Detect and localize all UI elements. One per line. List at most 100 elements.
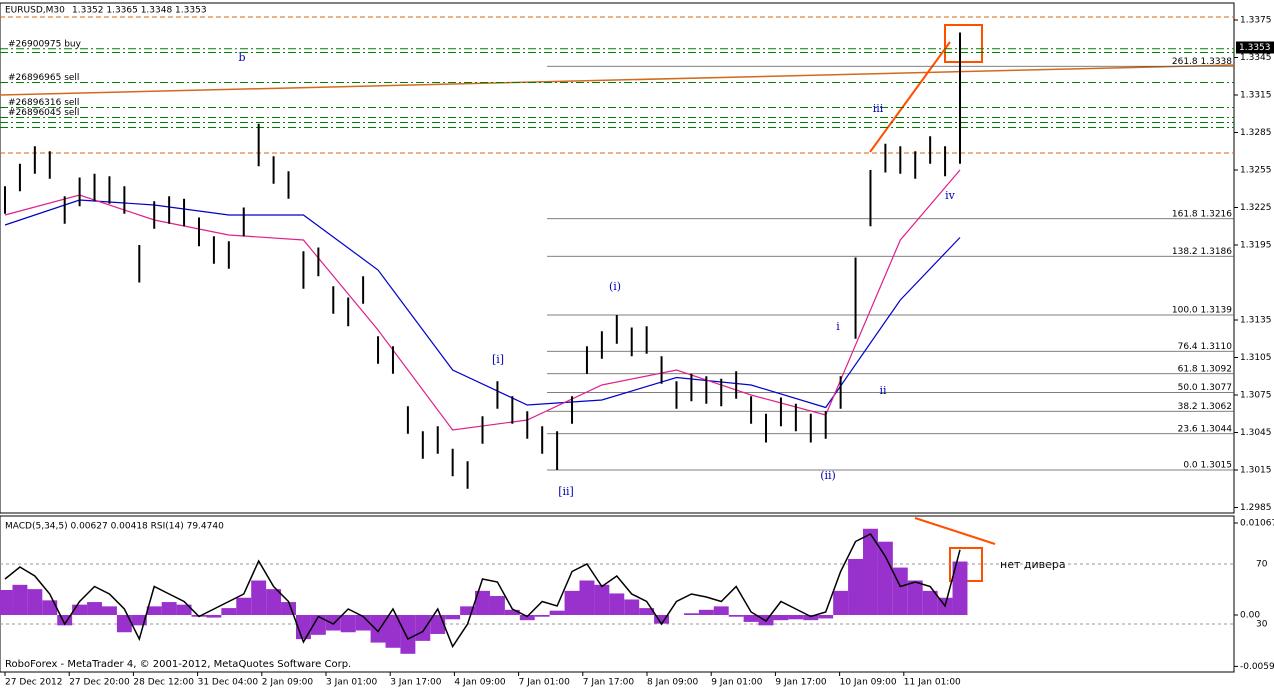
price-tag: 1.3353 <box>1239 43 1271 53</box>
macd-bar <box>504 609 520 615</box>
macd-bar <box>251 580 267 615</box>
macd-bar <box>116 614 132 633</box>
y-tick-label: 1.3285 <box>1240 128 1272 138</box>
macd-bar <box>146 606 162 615</box>
x-tick-label: 10 Jan 09:00 <box>840 678 897 688</box>
wave-label: i <box>836 320 840 333</box>
macd-bar <box>698 609 714 615</box>
x-tick-label: 31 Dec 04:00 <box>198 678 259 688</box>
order-label: #26896965 sell <box>8 73 79 83</box>
macd-bar <box>221 608 237 615</box>
macd-bar <box>803 614 819 621</box>
x-tick-label: 7 Jan 01:00 <box>519 678 571 688</box>
macd-bar <box>818 614 834 619</box>
fib-label: 0.0 1.3015 <box>1183 461 1232 471</box>
macd-bar <box>415 614 431 641</box>
x-tick-label: 8 Jan 09:00 <box>647 678 699 688</box>
macd-bar <box>519 614 535 621</box>
macd-bar <box>370 614 386 643</box>
macd-bar <box>101 606 117 615</box>
fib-label: 50.0 1.3077 <box>1178 383 1232 393</box>
x-tick-label: 2 Jan 09:00 <box>262 678 314 688</box>
macd-bar <box>460 606 476 615</box>
macd-bar <box>863 528 878 615</box>
macd-bar <box>27 589 43 615</box>
trend-line <box>869 41 951 153</box>
x-tick-label: 11 Jan 01:00 <box>904 678 961 688</box>
wave-label: iii <box>873 102 884 115</box>
macd-bar <box>683 613 699 615</box>
fib-label: 38.2 1.3062 <box>1178 402 1232 412</box>
y-tick-label: 1.3015 <box>1240 466 1272 476</box>
macd-bar <box>609 593 625 615</box>
y-tick-label: 0.01067 <box>1240 518 1274 528</box>
macd-bar <box>952 561 968 615</box>
x-tick-label: 9 Jan 17:00 <box>775 678 827 688</box>
quote: 1.3352 1.3365 1.3348 1.3353 <box>72 6 207 16</box>
order-label: #26896045 sell <box>8 108 79 118</box>
wave-label: ii <box>879 384 887 397</box>
y2-tick-label: 30 <box>1256 620 1268 630</box>
x-tick-label: 3 Jan 01:00 <box>326 678 378 688</box>
y-tick-label: 1.2985 <box>1240 503 1272 513</box>
y-tick-label: 1.3315 <box>1240 91 1272 101</box>
macd-bar <box>877 541 893 615</box>
rsi-line <box>4 533 961 649</box>
macd-bar <box>922 590 938 615</box>
y2-tick-label: 70 <box>1256 560 1268 570</box>
x-tick-label: 27 Dec 2012 <box>5 678 63 688</box>
macd-bar <box>355 614 371 631</box>
x-tick-label: 28 Dec 12:00 <box>133 678 194 688</box>
macd-bar <box>534 614 550 617</box>
x-tick-label: 7 Jan 17:00 <box>583 678 635 688</box>
fib-label: 23.6 1.3044 <box>1178 424 1233 434</box>
macd-bar <box>475 590 490 615</box>
macd-bar <box>310 614 326 635</box>
y-tick-label: 1.3045 <box>1240 428 1272 438</box>
order-label: #26896316 sell <box>8 98 79 108</box>
macd-bar <box>743 614 759 622</box>
trend-line <box>914 517 996 545</box>
fib-label: 61.8 1.3092 <box>1178 364 1232 374</box>
y-tick-label: 1.3375 <box>1240 16 1272 26</box>
fib-label: 76.4 1.3110 <box>1178 342 1233 352</box>
macd-bar <box>773 614 789 621</box>
macd-bar <box>728 614 744 617</box>
trend-line <box>0 64 1235 96</box>
fib-label: 138.2 1.3186 <box>1172 247 1232 257</box>
y-tick-label: 1.3255 <box>1240 166 1272 176</box>
macd-bar <box>564 590 580 615</box>
x-tick-label: 27 Dec 20:00 <box>69 678 130 688</box>
macd-bar <box>236 597 252 615</box>
y-tick-label: 0.00 <box>1240 610 1260 620</box>
fib-label: 100.0 1.3139 <box>1172 306 1232 316</box>
macd-bar <box>87 602 102 615</box>
wave-label: iv <box>945 189 956 202</box>
y-tick-label: 1.3345 <box>1240 53 1272 63</box>
macd-bar <box>12 584 28 615</box>
macd-bar <box>400 614 416 654</box>
macd-bar <box>445 614 461 620</box>
x-tick-label: 9 Jan 01:00 <box>711 678 763 688</box>
macd-bar <box>131 614 147 626</box>
y-tick-label: 1.3225 <box>1240 203 1272 213</box>
macd-bar <box>788 614 804 620</box>
wave-label: [ii] <box>558 485 574 498</box>
x-tick-label: 4 Jan 09:00 <box>454 678 506 688</box>
macd-bar <box>713 606 729 615</box>
y-tick-label: 1.3075 <box>1240 391 1272 401</box>
wave-label: (i) <box>609 280 621 293</box>
y-tick-label: 1.3105 <box>1240 353 1272 363</box>
macd-bar <box>266 589 282 615</box>
macd-bar <box>0 589 13 615</box>
macd-bar <box>385 614 401 648</box>
price-panel <box>0 2 1235 514</box>
macd-bar <box>489 596 505 615</box>
wave-label: b <box>238 51 245 64</box>
macd-bar <box>833 590 849 615</box>
x-tick-label: 3 Jan 17:00 <box>390 678 442 688</box>
macd-bar <box>654 614 670 624</box>
order-label: #26900975 buy <box>8 39 82 49</box>
macd-bar <box>161 602 177 615</box>
